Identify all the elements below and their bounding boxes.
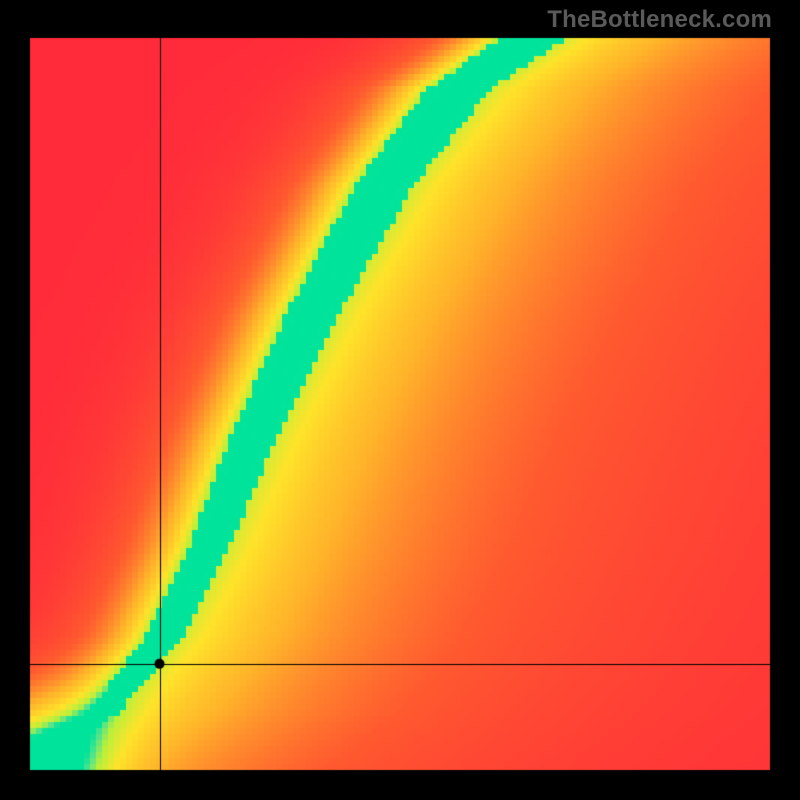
bottleneck-heatmap <box>0 0 800 800</box>
chart-container: { "watermark": { "text": "TheBottleneck.… <box>0 0 800 800</box>
watermark-text: TheBottleneck.com <box>547 6 772 34</box>
